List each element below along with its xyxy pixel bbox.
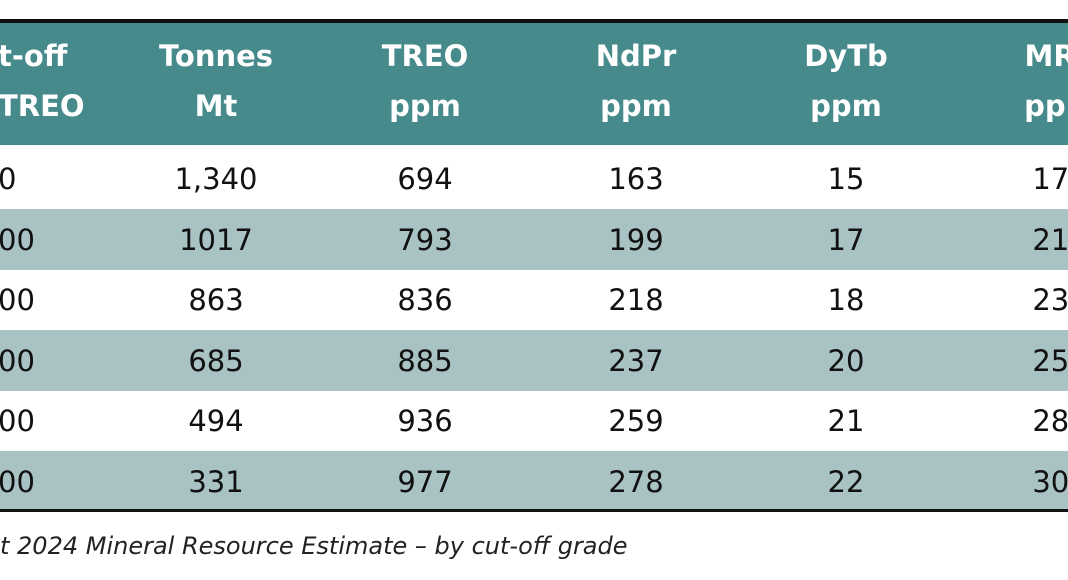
row-band: [0, 208, 1068, 270]
table-cell: 163: [608, 162, 664, 196]
table-cell: 199: [608, 222, 664, 257]
row-band: [0, 329, 1068, 391]
header-cell: TREO: [381, 39, 469, 73]
table-cell: 257: [1032, 343, 1068, 378]
table-cell: 977: [397, 464, 453, 499]
table-cell: 1,340: [174, 162, 258, 196]
header-cell: MRE: [1024, 39, 1068, 73]
header-cell: t-off: [0, 39, 68, 73]
table-cell: 178: [1032, 162, 1068, 196]
table-cell: 00: [0, 283, 35, 317]
table-cell: 885: [397, 343, 453, 378]
table-cell: 278: [608, 464, 664, 499]
caption: t 2024 Mineral Resource Estimate – by cu…: [0, 532, 628, 560]
table-cell: 836: [397, 283, 453, 317]
header-cell: ppm: [600, 89, 672, 123]
table-cell: 218: [608, 283, 664, 317]
header-cell: Mt: [194, 89, 238, 123]
table-cell: 331: [188, 464, 244, 499]
table-cell: 863: [188, 283, 244, 317]
table-cell: 00: [0, 404, 35, 438]
table-cell: 793: [397, 222, 453, 257]
table-cell: 22: [827, 464, 865, 499]
header-cell: TREO: [0, 89, 85, 123]
header-band: [0, 23, 1068, 145]
table-cell: 20: [827, 343, 865, 378]
table-cell: 259: [608, 404, 664, 438]
table-cell: 21: [827, 404, 865, 438]
header-cell: ppm: [1024, 89, 1068, 123]
table-cell: 0: [0, 162, 17, 196]
table-cell: 494: [188, 404, 244, 438]
table-cell: 236: [1032, 283, 1068, 317]
header-cell: DyTb: [804, 39, 888, 73]
bottom-rule: [0, 509, 1068, 512]
table-cell: 216: [1032, 222, 1068, 257]
row-band: [0, 450, 1068, 512]
table-cell: 936: [397, 404, 453, 438]
table-cell: 15: [827, 162, 865, 196]
table-cell: 17: [827, 222, 865, 257]
table-cell: 00: [0, 464, 35, 499]
top-rule: [0, 19, 1068, 23]
table-cell: 237: [608, 343, 664, 378]
table-cell: 1017: [179, 222, 253, 257]
table-cell: 18: [827, 283, 865, 317]
header-cell: ppm: [389, 89, 461, 123]
table-cell: 00: [0, 222, 35, 257]
header-cell: NdPr: [595, 39, 677, 73]
header-cell: Tonnes: [158, 39, 274, 73]
table-cell: 300: [1032, 464, 1068, 499]
table-cell: 00: [0, 343, 35, 378]
header-cell: ppm: [810, 89, 882, 123]
table-cell: 694: [397, 162, 453, 196]
table-cell: 685: [188, 343, 244, 378]
table-cell: 280: [1032, 404, 1068, 438]
